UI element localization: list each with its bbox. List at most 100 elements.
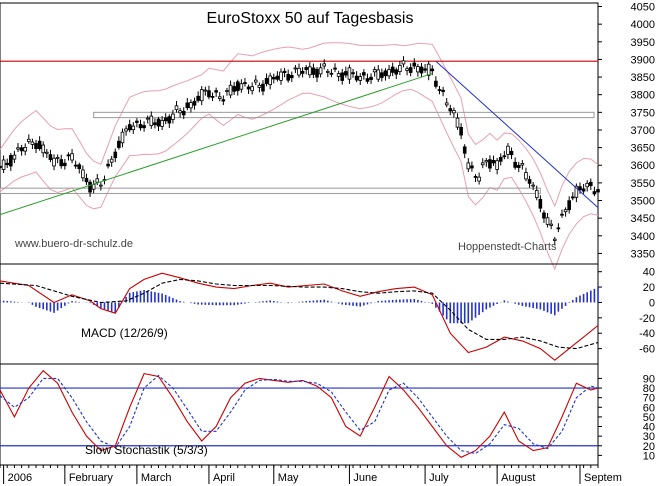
candle-body: [160, 120, 164, 127]
candle-body: [506, 145, 510, 155]
candle-body: [452, 110, 456, 114]
candle-body: [163, 117, 168, 122]
candle-body: [509, 150, 514, 156]
candle-body: [354, 75, 359, 81]
macd-axis-tick-label: 20: [643, 282, 655, 294]
candle-body: [570, 196, 575, 199]
candle-body: [0, 165, 2, 169]
price-axis-tick-label: 3350: [631, 248, 655, 260]
candle-body: [217, 96, 222, 99]
x-month-label: February: [69, 472, 114, 484]
candle-body: [261, 83, 265, 92]
candle-body: [63, 162, 67, 167]
candle-body: [1, 159, 6, 170]
lower-zone-box: [0, 187, 541, 194]
candle-body: [318, 67, 323, 75]
candle-body: [520, 163, 525, 166]
candle-body: [513, 161, 517, 168]
macd-label: MACD (12/26/9): [81, 326, 168, 340]
candle-body: [271, 76, 276, 80]
candle-body: [30, 141, 35, 145]
candle-body: [37, 140, 42, 149]
candle-body: [124, 128, 128, 132]
candle-body: [470, 165, 474, 169]
candle-body: [304, 67, 309, 70]
stochastic-axis-tick-label: 20: [643, 441, 655, 453]
candle-body: [199, 89, 204, 102]
stochastic-frame: [0, 363, 599, 466]
candle-body: [293, 67, 298, 70]
candle-body: [380, 72, 384, 78]
price-axis-tick-label: 4000: [631, 19, 655, 31]
stochastic-axis-tick-label: 10: [643, 450, 655, 462]
candle-body: [149, 115, 154, 127]
candle-body: [434, 80, 438, 87]
candle-body: [268, 75, 272, 86]
candle-body: [444, 102, 449, 106]
price-axis-tick-label: 3900: [631, 54, 655, 66]
candle-body: [315, 68, 319, 78]
candle-body: [344, 71, 348, 76]
candle-body: [286, 74, 290, 81]
x-month-label: July: [429, 472, 449, 484]
candle-body: [588, 181, 593, 187]
candle-body: [167, 116, 172, 124]
candle-body: [181, 110, 186, 116]
x-axis: 2006 February March April May June July August S…: [0, 465, 622, 484]
candle-body: [308, 66, 312, 76]
price-axis-tick-label: 3850: [631, 72, 655, 84]
candle-body: [228, 84, 233, 96]
candle-body: [264, 78, 269, 85]
candle-body: [95, 178, 100, 183]
stochastic-k-line: [0, 369, 599, 458]
candle-body: [203, 89, 208, 92]
candle-body: [560, 213, 564, 216]
price-axis-tick-label: 3500: [631, 196, 655, 208]
macd-axis-tick-label: -20: [639, 313, 655, 325]
candle-body: [23, 147, 28, 152]
candle-body: [430, 68, 435, 72]
candle-body: [243, 82, 247, 84]
candle-body: [70, 153, 74, 161]
price-axis-tick-label: 4050: [631, 2, 655, 14]
macd-frame: [0, 263, 599, 365]
candle-body: [192, 100, 197, 106]
candle-body: [153, 122, 157, 126]
candle-body: [91, 183, 96, 190]
candle-body: [106, 163, 110, 167]
candle-body: [207, 90, 211, 98]
candle-body: [585, 182, 589, 188]
stochastic-axis-tick-label: 50: [643, 412, 655, 424]
candle-body: [225, 90, 229, 92]
candle-body: [135, 120, 139, 123]
candle-body: [322, 63, 327, 67]
candle-body: [27, 138, 31, 142]
candle-body: [567, 200, 571, 211]
chart-title: EuroStoxx 50 auf Tagesbasis: [207, 10, 414, 27]
candle-body: [531, 184, 535, 187]
stochastic-axis-tick-label: 30: [643, 431, 655, 443]
candle-body: [574, 185, 579, 198]
trendline-2: [435, 60, 599, 208]
candle-body: [59, 159, 64, 167]
candle-body: [253, 79, 258, 83]
stochastic-label: Slow Stochastik (5/3/3): [85, 443, 208, 457]
candle-body: [498, 157, 503, 162]
candle-body: [196, 95, 200, 101]
x-month-label: Septem: [584, 472, 622, 484]
candle-body: [257, 84, 262, 88]
candle-body: [210, 96, 215, 98]
stochastic-axis-tick-label: 40: [643, 422, 655, 434]
stochastic-d-line: [0, 374, 599, 455]
macd-axis-tick-label: 40: [643, 267, 655, 279]
candle-body: [77, 164, 82, 169]
candle-body: [142, 125, 146, 129]
candle-body: [423, 68, 427, 71]
upper-band: [0, 42, 599, 208]
candle-body: [365, 78, 370, 82]
price-axis-tick-label: 3400: [631, 231, 655, 243]
candle-body: [131, 125, 136, 131]
candle-body: [16, 147, 20, 150]
candle-body: [275, 75, 280, 80]
x-month-label: 2006: [8, 472, 32, 484]
